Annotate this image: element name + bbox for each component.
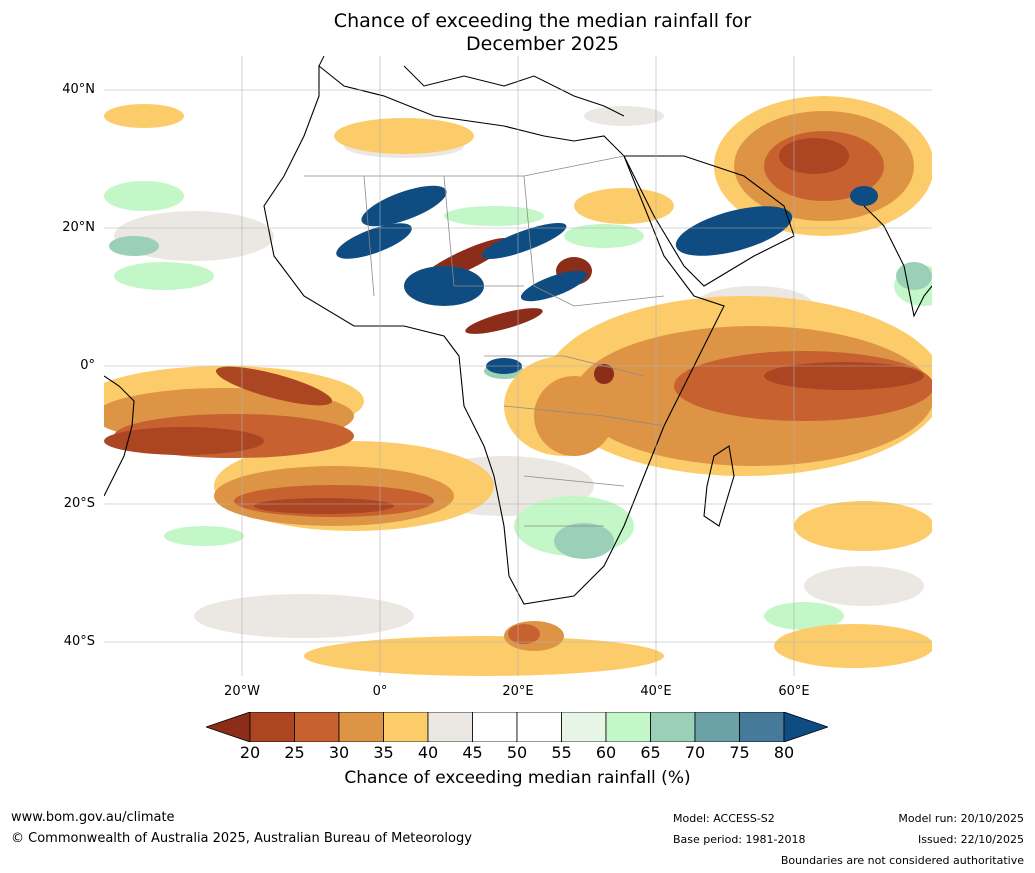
colorbar-tick-label: 25 xyxy=(284,743,305,762)
lat-label-40s: 40°S xyxy=(63,634,95,649)
colorbar-cell xyxy=(605,712,651,742)
footer-model: Model: ACCESS-S2 xyxy=(673,812,775,825)
colorbar-tick-label: 35 xyxy=(373,743,394,762)
colorbar-tick-label: 30 xyxy=(328,743,350,762)
colorbar-tick-label: 45 xyxy=(462,743,483,762)
colorbar-tick-label: 40 xyxy=(417,743,439,762)
footer-base-period: Base period: 1981-2018 xyxy=(673,833,806,846)
lat-label-20s: 20°S xyxy=(63,496,95,511)
title-line-2: December 2025 xyxy=(466,33,619,55)
colorbar-cell xyxy=(694,712,740,742)
india-coastline xyxy=(863,205,932,318)
colorbar-cell xyxy=(561,712,607,742)
colorbar-cell xyxy=(427,712,473,742)
colorbar-cell xyxy=(249,712,295,742)
colorbar-cell xyxy=(383,712,429,742)
colorbar-label: Chance of exceeding median rainfall (%) xyxy=(344,768,691,788)
map-title: Chance of exceeding the median rainfall … xyxy=(0,10,1035,56)
lon-label-0: 0° xyxy=(372,684,388,699)
lon-label-20w: 20°W xyxy=(224,684,260,699)
colorbar xyxy=(206,712,828,742)
africa-coastline xyxy=(263,64,725,605)
map-svg xyxy=(104,56,932,676)
colorbar-tick-label: 50 xyxy=(506,743,528,762)
footer-website: www.bom.gov.au/climate xyxy=(11,810,175,825)
footer-copyright: © Commonwealth of Australia 2025, Austra… xyxy=(11,831,472,846)
colorbar-tick-label: 70 xyxy=(684,743,706,762)
colorbar-cell xyxy=(516,712,562,742)
lat-label-20n: 20°N xyxy=(62,220,95,235)
colorbar-tick-label: 75 xyxy=(729,743,750,762)
footer-disclaimer: Boundaries are not considered authoritat… xyxy=(780,854,1024,867)
rainfall-map xyxy=(104,56,932,676)
footer-issued: Issued: 22/10/2025 xyxy=(917,833,1024,846)
colorbar-tick-label: 60 xyxy=(595,743,617,762)
south-america-coastline xyxy=(104,375,135,497)
europe-coastline xyxy=(318,56,625,117)
colorbar-tick-label: 65 xyxy=(640,743,661,762)
arabia-coastline xyxy=(623,155,795,287)
colorbar-cell xyxy=(472,712,518,742)
lon-label-60e: 60°E xyxy=(778,684,810,699)
lat-label-0: 0° xyxy=(80,358,95,373)
colorbar-cells xyxy=(206,712,828,742)
colorbar-extend-low xyxy=(206,712,251,742)
colorbar-tick-label: 80 xyxy=(773,743,795,762)
colorbar-extend-high xyxy=(783,712,828,742)
madagascar-coastline xyxy=(703,445,735,527)
lat-label-40n: 40°N xyxy=(62,82,95,97)
colorbar-tick-label: 20 xyxy=(239,743,261,762)
colorbar-cell xyxy=(338,712,384,742)
colorbar-cell xyxy=(294,712,340,742)
colorbar-tick-label: 55 xyxy=(551,743,572,762)
colorbar-cell xyxy=(650,712,696,742)
lon-label-40e: 40°E xyxy=(640,684,672,699)
colorbar-cell xyxy=(739,712,785,742)
blue-wet-areas xyxy=(336,185,878,374)
country-borders xyxy=(304,155,665,527)
title-line-1: Chance of exceeding the median rainfall … xyxy=(333,10,752,32)
dark-red-areas xyxy=(104,138,924,514)
lon-label-20e: 20°E xyxy=(502,684,534,699)
footer-model-run: Model run: 20/10/2025 xyxy=(898,812,1024,825)
graticule xyxy=(104,56,932,676)
